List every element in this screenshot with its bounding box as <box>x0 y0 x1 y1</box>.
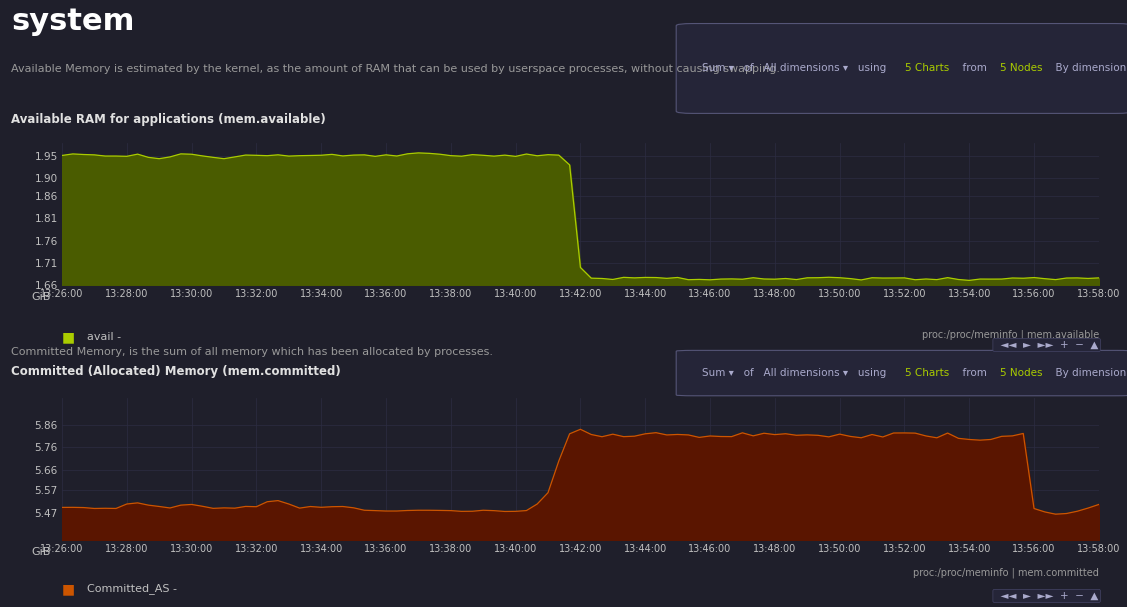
Text: By dimension ▾: By dimension ▾ <box>1049 64 1127 73</box>
Text: ◄◄  ►  ►►  +  −  ▲: ◄◄ ► ►► + − ▲ <box>994 340 1099 350</box>
Text: Sum ▾   of   All dimensions ▾   using: Sum ▾ of All dimensions ▾ using <box>702 64 893 73</box>
Text: Committed Memory, is the sum of all memory which has been allocated by processes: Committed Memory, is the sum of all memo… <box>11 347 494 357</box>
Text: GiB: GiB <box>32 548 51 557</box>
Text: proc:/proc/meminfo | mem.available: proc:/proc/meminfo | mem.available <box>922 330 1099 340</box>
Text: Committed (Allocated) Memory (mem.committed): Committed (Allocated) Memory (mem.commit… <box>11 365 341 378</box>
Text: from: from <box>956 368 993 378</box>
Text: 5 Nodes: 5 Nodes <box>1000 368 1042 378</box>
Text: Available Memory is estimated by the kernel, as the amount of RAM that can be us: Available Memory is estimated by the ker… <box>11 64 780 74</box>
Text: 5 Charts: 5 Charts <box>905 64 949 73</box>
Text: ■: ■ <box>62 582 76 596</box>
Text: Available RAM for applications (mem.available): Available RAM for applications (mem.avai… <box>11 112 326 126</box>
Text: from: from <box>956 64 993 73</box>
FancyBboxPatch shape <box>676 350 1127 396</box>
Text: ◄◄  ►  ►►  +  −  ▲: ◄◄ ► ►► + − ▲ <box>994 591 1099 601</box>
Text: Committed_AS -: Committed_AS - <box>87 583 177 594</box>
Text: By dimension ▾: By dimension ▾ <box>1049 368 1127 378</box>
Text: ■: ■ <box>62 330 76 344</box>
Text: avail -: avail - <box>87 332 121 342</box>
FancyBboxPatch shape <box>676 24 1127 114</box>
Text: 5 Nodes: 5 Nodes <box>1000 64 1042 73</box>
Text: Sum ▾   of   All dimensions ▾   using: Sum ▾ of All dimensions ▾ using <box>702 368 893 378</box>
Text: 5 Charts: 5 Charts <box>905 368 949 378</box>
Text: system: system <box>11 7 134 36</box>
Text: proc:/proc/meminfo | mem.committed: proc:/proc/meminfo | mem.committed <box>913 568 1099 578</box>
Text: GiB: GiB <box>32 293 51 302</box>
